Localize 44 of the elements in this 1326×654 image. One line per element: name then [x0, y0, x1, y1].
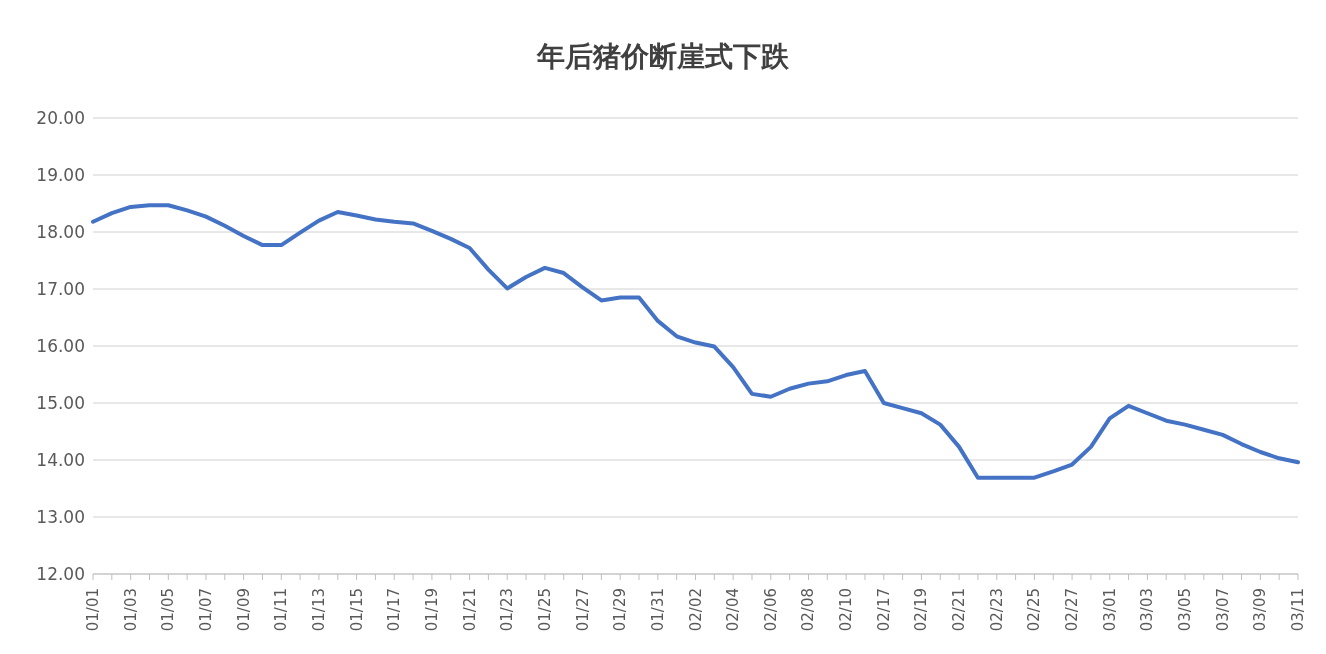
x-tick-label: 01/21 — [460, 588, 479, 632]
x-tick-label: 01/27 — [573, 588, 592, 632]
x-tick-label: 01/09 — [234, 588, 253, 632]
x-tick-label: 03/01 — [1100, 588, 1119, 632]
x-tick-label: 01/29 — [611, 588, 630, 632]
x-tick-label: 03/11 — [1289, 588, 1307, 632]
x-tick-label: 03/05 — [1176, 588, 1195, 632]
line-series — [91, 203, 1300, 480]
y-tick-label: 20.00 — [36, 108, 85, 129]
x-tick-label: 03/03 — [1138, 588, 1157, 632]
x-tick-label: 02/25 — [1025, 588, 1044, 632]
x-tick-label: 02/19 — [912, 588, 931, 632]
y-tick-label: 18.00 — [36, 222, 85, 243]
chart-title: 年后猪价断崖式下跌 — [535, 39, 790, 75]
x-tick-label: 02/23 — [987, 588, 1006, 632]
x-tick-label: 02/27 — [1063, 588, 1082, 632]
x-tick-label: 02/21 — [950, 588, 969, 632]
x-tick-label: 01/11 — [272, 588, 291, 632]
x-tick-label: 01/03 — [121, 588, 140, 632]
x-tick-label: 02/02 — [686, 588, 705, 632]
x-tick-label: 01/17 — [385, 588, 404, 632]
y-tick-label: 19.00 — [36, 165, 85, 186]
x-tick-label: 01/23 — [498, 588, 517, 632]
x-tick-label: 02/04 — [724, 588, 743, 632]
x-tick-label: 02/08 — [799, 588, 818, 632]
x-tick-label: 01/07 — [196, 588, 215, 632]
x-tick-label: 01/01 — [84, 588, 102, 632]
x-tick-label: 01/05 — [159, 588, 178, 632]
y-tick-label: 15.00 — [36, 393, 85, 414]
x-tick-label: 01/31 — [648, 588, 667, 632]
x-tick-label: 01/13 — [309, 588, 328, 632]
x-tick-label: 02/10 — [837, 588, 856, 632]
x-tick-label: 03/07 — [1213, 588, 1232, 632]
y-tick-label: 12.00 — [36, 564, 85, 585]
y-tick-label: 14.00 — [36, 450, 85, 471]
x-tick-label: 02/17 — [874, 588, 893, 632]
x-tick-label: 03/09 — [1251, 588, 1270, 632]
y-tick-label: 17.00 — [36, 279, 85, 300]
x-tick-label: 01/19 — [422, 588, 441, 632]
x-tick-label: 01/25 — [535, 588, 554, 632]
x-tick-label: 01/15 — [347, 588, 366, 632]
y-tick-label: 13.00 — [36, 507, 85, 528]
y-tick-label: 16.00 — [36, 336, 85, 357]
x-tick-label: 02/06 — [761, 588, 780, 632]
